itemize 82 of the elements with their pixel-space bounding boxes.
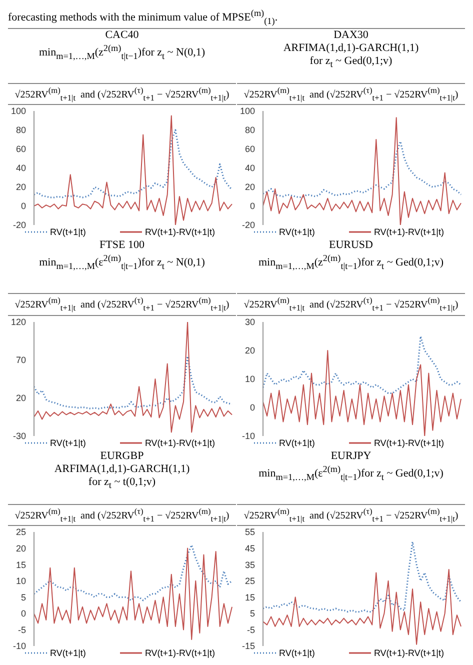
line-series	[262, 568, 462, 645]
chart-title: EURUSD	[328, 239, 374, 252]
text: √252RV$^{(m)}$$_{t+1|t}$ and (√252RV$^{(τ)}$$_{t+1}$ − √252RV$^{(m)}$$_{t+1|t}$)	[14, 86, 230, 102]
y-tick-label: 0	[20, 608, 26, 618]
chart-subtitle: min$_{m=1,…,M}$(ε$^{2(m)}$$_{t|t−1}$)for z$_{t}$ ~ Ged(0,1;v)	[258, 462, 444, 484]
legend-label: RV(t+1|t)	[50, 438, 86, 448]
line-series	[262, 334, 462, 394]
legend-label: RV(t+1)-RV(t+1|t)	[144, 648, 215, 658]
y-tick-label: 100	[10, 106, 26, 116]
y-tick-label: 35	[244, 560, 255, 570]
y-tick-label: 80	[244, 125, 255, 136]
y-tick-label: 55	[244, 527, 255, 538]
chart-subtitle: min$_{m=1,…,M}$(ε$^{2(m)}$$_{t|t−1}$)for z$_{t}$ ~ N(0,1)	[38, 252, 206, 274]
y-tick-label: 20	[16, 392, 26, 403]
y-tick-label: -20	[12, 220, 26, 230]
y-tick-label: 60	[244, 144, 255, 154]
y-tick-label: 10	[244, 374, 255, 384]
y-tick-label: 70	[16, 354, 26, 365]
legend-label: RV(t+1)-RV(t+1|t)	[144, 227, 215, 238]
y-tick-label: -20	[242, 220, 255, 230]
y-tick-label: 40	[244, 163, 255, 174]
line-series	[262, 350, 462, 436]
text: √252RV$^{(m)}$$_{t+1|t}$ and (√252RV$^{(τ)}$$_{t+1}$ − √252RV$^{(m)}$$_{t+1|t}$)	[244, 506, 458, 523]
text: forecasting methods with the minimum value of MPSE$^{(m)}$$_{(1)}$.	[8, 8, 465, 29]
y-tick-label: 30	[244, 316, 255, 327]
chart-title: DAX30	[332, 28, 370, 42]
y-tick-label: 120	[10, 316, 26, 327]
y-tick-label: 0	[250, 402, 255, 412]
y-tick-label: -5	[246, 624, 255, 635]
legend-label: RV(t+1|t)	[279, 648, 315, 658]
chart-title: FTSE 100	[98, 239, 146, 252]
text: √252RV$^{(m)}$$_{t+1|t}$ and (√252RV$^{(τ)}$$_{t+1}$ − √252RV$^{(m)}$$_{t+1|t}$)	[14, 296, 230, 312]
legend-label: RV(t+1)-RV(t+1|t)	[374, 227, 444, 238]
y-tick-label: 5	[250, 608, 255, 618]
y-tick-label: 20	[244, 345, 255, 356]
legend-label: RV(t+1|t)	[279, 438, 315, 448]
y-tick-label: 0	[250, 201, 255, 212]
legend-label: RV(t+1|t)	[50, 648, 86, 658]
line-series	[34, 322, 232, 432]
legend-label: RV(t+1|t)	[50, 227, 86, 238]
y-tick-label: -5	[18, 624, 26, 635]
chart-title: EURJPY	[330, 450, 372, 462]
line-series	[262, 540, 462, 612]
chart-subtitle: ARFIMA(1,d,1)-GARCH(1,1) for z$_{t}$ ~ Ged(0,1;v)	[282, 42, 420, 72]
line-series	[33, 544, 233, 602]
y-tick-label: 20	[244, 182, 255, 192]
y-tick-label: 0	[20, 201, 26, 212]
chart-subtitle: ARFIMA(1,d,1)-GARCH(1,1) for z$_{t}$ ~ t(0,1;v)	[53, 462, 191, 492]
y-tick-label: -10	[12, 641, 26, 652]
y-tick-label: 100	[240, 106, 255, 116]
line-series	[34, 548, 232, 640]
y-tick-label: -15	[242, 641, 255, 652]
y-tick-label: -10	[242, 430, 255, 441]
line-series	[33, 354, 233, 409]
y-tick-label: -30	[12, 430, 26, 441]
legend-label: RV(t+1|t)	[279, 227, 315, 238]
text: √252RV$^{(m)}$$_{t+1|t}$ and (√252RV$^{(τ)}$$_{t+1}$ − √252RV$^{(m)}$$_{t+1|t}$)	[14, 506, 230, 523]
y-tick-label: 80	[16, 125, 26, 136]
y-tick-label: 20	[16, 182, 26, 192]
text: √252RV$^{(m)}$$_{t+1|t}$ and (√252RV$^{(τ)}$$_{t+1}$ − √252RV$^{(m)}$$_{t+1|t}$)	[244, 296, 458, 312]
y-tick-label: 5	[20, 592, 26, 602]
line-series	[34, 115, 232, 226]
y-tick-label: 15	[16, 560, 26, 570]
chart-title: EURGBP	[99, 450, 145, 462]
legend-label: RV(t+1)-RV(t+1|t)	[374, 438, 444, 448]
text: √252RV$^{(m)}$$_{t+1|t}$ and (√252RV$^{(τ)}$$_{t+1}$ − √252RV$^{(m)}$$_{t+1|t}$)	[244, 86, 458, 102]
line-series	[262, 117, 462, 226]
y-tick-label: 60	[16, 144, 26, 154]
chart-subtitle: min$_{m=1,…,M}$(z$^{2(m)}$$_{t|t−1}$)for z$_{t}$ ~ Ged(0,1;v)	[258, 252, 444, 274]
line-series	[262, 140, 462, 198]
y-tick-label: 45	[244, 543, 255, 554]
y-tick-label: 10	[16, 576, 26, 586]
legend-label: RV(t+1)-RV(t+1|t)	[144, 438, 215, 448]
y-tick-label: 25	[16, 527, 26, 538]
y-tick-label: 15	[244, 592, 255, 602]
chart-subtitle: min$_{m=1,…,M}$(z$^{2(m)}$$_{t|t−1}$)for z$_{t}$ ~ N(0,1)	[38, 42, 206, 63]
y-tick-label: 20	[16, 543, 26, 554]
line-series	[33, 129, 233, 198]
y-tick-label: 25	[244, 576, 255, 586]
legend-label: RV(t+1)-RV(t+1|t)	[374, 648, 444, 658]
chart-title: CAC40	[104, 28, 140, 42]
y-tick-label: 40	[16, 163, 26, 174]
